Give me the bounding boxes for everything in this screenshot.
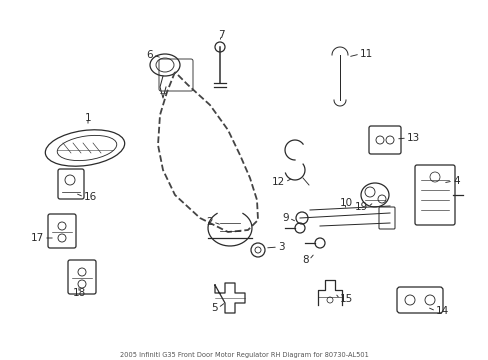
Text: 2005 Infiniti G35 Front Door Motor Regulator RH Diagram for 80730-AL501: 2005 Infiniti G35 Front Door Motor Regul… — [120, 352, 368, 358]
Text: 18: 18 — [72, 288, 85, 298]
Text: 6: 6 — [146, 50, 153, 60]
Text: 15: 15 — [339, 294, 352, 304]
Text: 12: 12 — [271, 177, 285, 187]
Text: 1: 1 — [84, 113, 91, 123]
Text: 13: 13 — [406, 133, 419, 143]
Text: 19: 19 — [354, 202, 367, 212]
Text: 8: 8 — [302, 255, 308, 265]
Text: 3: 3 — [278, 242, 284, 252]
Text: 4: 4 — [452, 176, 459, 186]
Text: 7: 7 — [217, 30, 224, 40]
Text: 9: 9 — [282, 213, 288, 223]
Text: 5: 5 — [211, 303, 218, 313]
Text: 2: 2 — [206, 217, 213, 227]
Text: 17: 17 — [31, 233, 44, 243]
Text: 11: 11 — [359, 49, 372, 59]
Text: 10: 10 — [339, 198, 352, 208]
Text: 16: 16 — [84, 192, 97, 202]
Text: 14: 14 — [435, 306, 448, 316]
